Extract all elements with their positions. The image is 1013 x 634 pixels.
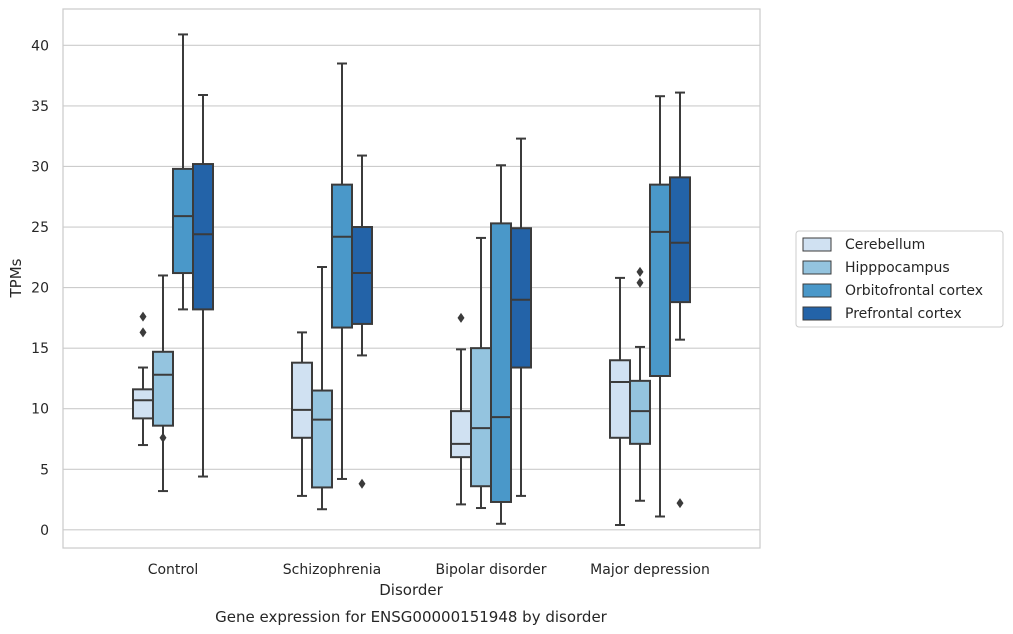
x-tick-label: Control	[148, 562, 199, 578]
y-tick-label: 5	[40, 462, 49, 478]
x-axis-label: Disorder	[379, 581, 443, 599]
box-cerebellum	[291, 331, 313, 497]
y-tick-label: 25	[31, 220, 49, 236]
box-cerebellum	[132, 311, 154, 447]
box-prefrontal-cortex	[351, 154, 373, 489]
outlier-marker	[636, 266, 644, 277]
outlier-marker	[139, 327, 147, 338]
iqr-box	[291, 361, 313, 439]
legend-swatch	[802, 283, 832, 298]
box-prefrontal-cortex	[192, 93, 214, 478]
legend-swatch	[802, 260, 832, 275]
plot-frame	[62, 8, 761, 549]
iqr-box	[609, 359, 631, 439]
legend-label: Prefrontal cortex	[845, 306, 962, 322]
x-tick-labels: Control Schizophrenia Bipolar disorder Majo…	[148, 562, 710, 578]
box-hipppocampus	[152, 274, 174, 493]
y-tick-labels: 0 5 10 15 20 25 30 35 40	[31, 38, 49, 538]
x-tick-label: Bipolar disorder	[435, 562, 546, 578]
iqr-box	[351, 226, 373, 325]
iqr-box	[490, 222, 512, 503]
chart-caption: Gene expression for ENSG00000151948 by d…	[215, 608, 608, 626]
box-hipppocampus	[470, 236, 492, 510]
y-tick-label: 30	[31, 159, 49, 175]
outlier-marker	[159, 432, 167, 443]
box-prefrontal-cortex	[510, 137, 532, 497]
legend-swatch	[802, 306, 832, 321]
box-hipppocampus	[311, 265, 333, 511]
y-tick-label: 0	[40, 523, 49, 539]
iqr-box	[331, 183, 353, 329]
legend-swatch	[802, 237, 832, 252]
box-hipppocampus	[629, 266, 651, 502]
y-tick-label: 10	[31, 402, 49, 418]
legend-label: Orbitofrontal cortex	[845, 283, 983, 299]
outlier-marker	[636, 277, 644, 288]
legend-label: Hipppocampus	[845, 260, 950, 276]
x-tick-label: Schizophrenia	[283, 562, 381, 578]
y-tick-label: 15	[31, 341, 49, 357]
box-cerebellum	[450, 312, 472, 506]
iqr-box	[132, 388, 154, 420]
y-axis-label: TPMs	[7, 258, 25, 298]
x-tick-label: Major depression	[590, 562, 710, 578]
iqr-box	[649, 183, 671, 378]
iqr-box	[192, 163, 214, 311]
iqr-box	[510, 227, 532, 369]
y-tick-label: 20	[31, 281, 49, 297]
box-orbitofrontal-cortex	[649, 95, 671, 518]
box-prefrontal-cortex	[669, 91, 691, 509]
iqr-box	[629, 379, 651, 445]
box-orbitofrontal-cortex	[331, 62, 353, 480]
box-orbitofrontal-cortex	[172, 33, 194, 311]
box-cerebellum	[609, 276, 631, 526]
iqr-box	[470, 347, 492, 488]
iqr-box	[172, 167, 194, 275]
outlier-marker	[457, 312, 465, 323]
legend: Cerebellum Hipppocampus Orbitofrontal cort…	[795, 230, 1004, 328]
legend-label: Cerebellum	[845, 237, 925, 253]
outlier-marker	[358, 478, 366, 489]
boxes	[132, 33, 691, 526]
iqr-box	[311, 389, 333, 489]
iqr-box	[669, 176, 691, 304]
box-orbitofrontal-cortex	[490, 164, 512, 525]
y-tick-label: 40	[31, 38, 49, 54]
iqr-box	[152, 350, 174, 427]
outlier-marker	[676, 498, 684, 509]
iqr-box	[450, 410, 472, 459]
legend-frame	[795, 230, 1004, 328]
y-tick-label: 35	[31, 99, 49, 115]
outlier-marker	[139, 311, 147, 322]
